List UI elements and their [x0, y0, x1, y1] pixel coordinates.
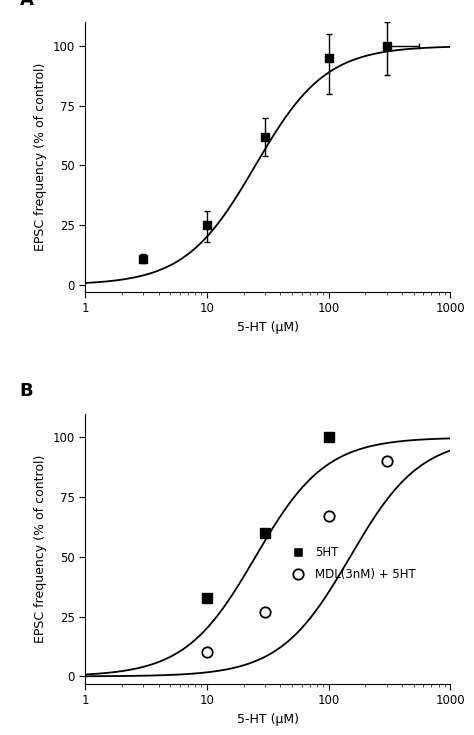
Y-axis label: EPSC frequency (% of control): EPSC frequency (% of control) [34, 63, 47, 251]
Legend: 5HT, MDL(3nM) + 5HT: 5HT, MDL(3nM) + 5HT [281, 541, 421, 586]
Text: B: B [19, 382, 33, 400]
X-axis label: 5-HT (μM): 5-HT (μM) [237, 712, 299, 725]
Y-axis label: EPSC frequency (% of control): EPSC frequency (% of control) [34, 454, 47, 642]
X-axis label: 5-HT (μM): 5-HT (μM) [237, 321, 299, 334]
Text: A: A [19, 0, 34, 9]
